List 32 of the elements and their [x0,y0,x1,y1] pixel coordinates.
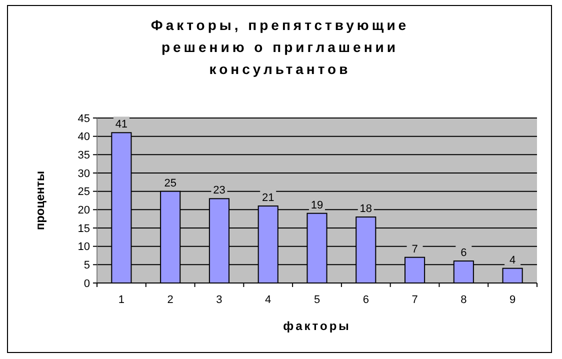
y-tick-label: 40 [78,131,90,144]
x-tick-label: 8 [460,294,467,306]
x-tick-label: 4 [265,294,272,306]
data-label: 19 [310,199,324,212]
data-label: 7 [412,243,418,256]
y-tick-label: 10 [78,241,90,254]
y-tick-label: 35 [78,150,90,162]
x-tick-label: 5 [314,294,320,306]
y-tick-label: 30 [78,168,90,180]
y-tick-label: 45 [78,112,90,125]
data-label: 23 [213,184,226,197]
data-label: 6 [460,247,467,259]
chart-title: Факторы, препятствующие решению о приглашении консультантов [150,17,410,77]
data-label: 18 [360,203,372,215]
x-tick-label: 6 [362,294,369,306]
data-label: 21 [262,192,274,204]
x-tick-label: 9 [509,294,516,306]
x-tick-label: 2 [167,294,174,306]
y-tick-label: 20 [78,204,90,217]
y-tick-label: 5 [84,260,90,272]
bar [502,268,523,284]
x-tick-label: 3 [216,294,222,306]
y-tick-label: 15 [78,222,90,235]
data-label: 25 [164,177,176,190]
y-tick-label: 0 [84,278,90,290]
x-tick-label: 7 [412,294,418,306]
data-label: 41 [115,118,128,131]
x-axis-title: факторы [283,319,351,333]
y-tick-label: 25 [78,186,90,198]
x-tick-label: 1 [118,294,125,306]
data-label: 4 [509,254,516,266]
y-axis-title: проценты [33,170,47,230]
